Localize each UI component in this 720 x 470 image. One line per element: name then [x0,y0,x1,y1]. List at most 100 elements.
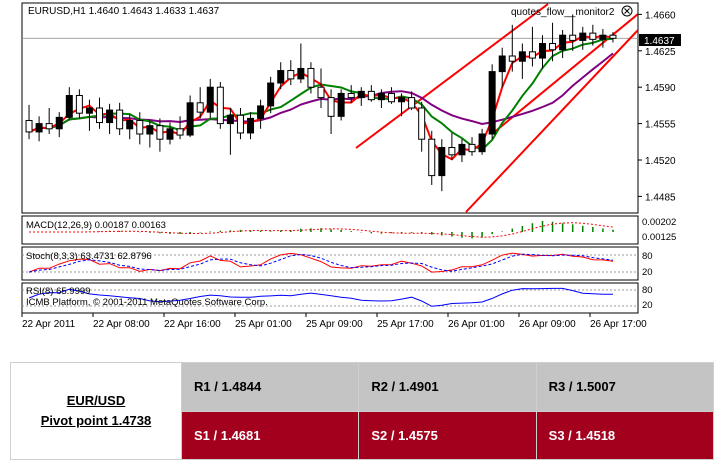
trendline-1 [355,3,549,149]
price-tick-label: 1.4520 [645,156,676,167]
candle-body [458,143,466,156]
candle-body [327,97,335,117]
candle-body [146,125,154,135]
time-label: 26 Apr 09:00 [519,319,576,330]
time-label: 22 Apr 16:00 [164,319,221,330]
candle-body [398,97,406,103]
candle-body [448,147,456,156]
stoch-main-line [28,252,614,273]
candle-body [367,90,375,101]
time-label: 25 Apr 09:00 [306,319,363,330]
trendline-3 [491,13,639,135]
watermark: quotes_flow__monitor2 [511,7,615,18]
candle-body [599,34,607,40]
time-label: 26 Apr 17:00 [590,319,647,330]
candle-body [528,51,536,59]
candle-body [85,107,93,114]
price-tick-label: 1.4555 [645,120,676,131]
candle-body [377,92,385,101]
candle-body [176,128,184,136]
candle-body [65,95,73,118]
candle-body [297,67,305,80]
rsi-tick-80: 80 [642,285,653,296]
candle-body [478,133,486,153]
r2-cell: R2 / 1.4901 [358,362,537,412]
candle-body [116,109,124,130]
pivot-point: Pivot point 1.4738 [40,413,152,428]
candle-body [307,67,315,88]
candle-body [247,117,255,134]
candle-body [25,119,33,133]
current-price-marker [639,34,681,46]
time-label: 25 Apr 01:00 [235,319,292,330]
candle-body [609,34,617,39]
price-tick-label: 1.4590 [645,83,676,94]
candle-body [488,71,496,135]
candle-body [166,128,174,140]
candle-body [257,105,265,119]
time-axis: 22 Apr 2011 22 Apr 08:00 22 Apr 16:00 25 Ap… [21,313,647,330]
rsi-label: RSI(8) 65.9999 [26,286,90,297]
stoch-panel [21,246,639,281]
candle-body [337,92,345,117]
s3-cell: S3 / 1.4518 [535,410,715,460]
candle-body [126,119,134,130]
candle-body [236,114,244,134]
candle-body [468,143,476,153]
macd-tick-2: 0.00125 [642,232,676,243]
rsi-line [28,287,614,307]
candle-body [357,90,365,99]
candle-body [418,107,426,140]
candle-body [438,147,446,177]
candle-body [55,116,63,130]
price-axis: 1.4660 1.4625 1.4590 1.4555 1.4520 1.4485 [638,10,676,203]
time-label: 25 Apr 17:00 [377,319,434,330]
pivot-pair-cell: EUR/USD Pivot point 1.4738 [10,362,182,460]
candle-body [428,138,436,177]
current-price-label: 1.4637 [644,36,675,47]
trend-channel [355,3,639,213]
stoch-tick-80: 80 [642,251,653,262]
candle-body [589,32,597,40]
candle-body [206,86,214,113]
candlesticks [25,14,617,192]
candle-body [508,55,516,62]
price-tick-label: 1.4485 [645,192,676,203]
pair-name: EUR/USD [66,393,126,408]
candle-body [96,107,104,124]
candle-body [106,109,114,124]
candle-body [347,92,355,99]
s1-cell: S1 / 1.4681 [180,410,360,460]
candle-body [569,34,577,41]
macd-signal-line [29,222,614,238]
candle-body [287,70,295,80]
candle-body [45,123,53,130]
r1-cell: R1 / 1.4844 [180,362,360,412]
candle-body [186,102,194,136]
macd-panel [21,215,639,245]
candle-body [498,55,506,73]
macd-label: MACD(12,26,9) 0.00187 0.00163 [26,220,166,231]
price-tick-label: 1.4625 [645,47,676,58]
candle-body [408,97,416,109]
candle-body [277,70,285,84]
candle-body [579,32,587,41]
candle-body [559,34,567,51]
candle-body [538,43,546,59]
s2-cell: S2 / 1.4575 [358,410,537,460]
rsi-panel [21,282,639,314]
chart: EURUSD,H1 1.4640 1.4643 1.4633 1.4637 qu… [21,2,681,330]
candle-body [156,125,164,140]
stoch-tick-20: 20 [642,267,653,278]
trendline-2 [465,29,639,213]
rsi-tick-20: 20 [642,300,653,311]
candle-body [387,92,395,103]
time-label: 26 Apr 01:00 [448,319,505,330]
pivot-table: EUR/USD Pivot point 1.4738 R1 / 1.4844 R… [10,362,715,460]
candle-body [549,43,557,51]
r3-cell: R3 / 1.5007 [535,362,715,412]
candle-body [75,95,83,114]
stoch-label: Stoch(8,3,3) 63.4731 62.8796 [26,251,152,262]
price-tick-label: 1.4660 [645,10,676,21]
candle-body [226,114,234,125]
